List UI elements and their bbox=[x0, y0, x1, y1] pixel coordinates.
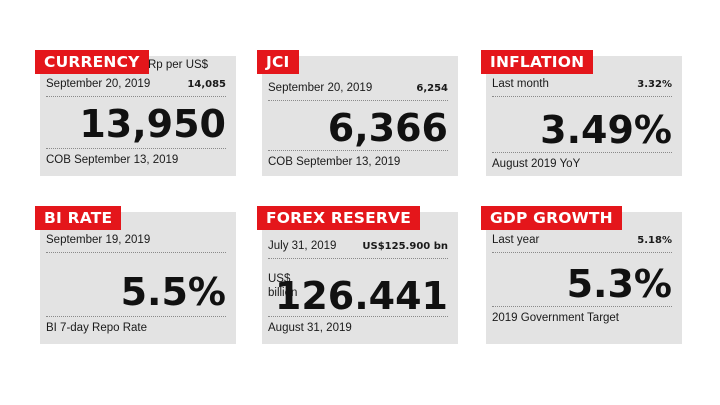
footer-label: August 31, 2019 bbox=[268, 322, 352, 334]
date-label: September 20, 2019 bbox=[46, 78, 151, 90]
footer-label: COB September 13, 2019 bbox=[46, 154, 179, 166]
card-title: JCI bbox=[257, 50, 299, 74]
divider bbox=[268, 316, 448, 317]
date-label: July 31, 2019 bbox=[268, 240, 337, 252]
previous-row: Last month 3.32% bbox=[492, 78, 672, 97]
main-value: 5.5% bbox=[120, 270, 226, 314]
inflation-card: INFLATION Last month 3.32% 3.49% August … bbox=[481, 50, 682, 176]
divider bbox=[492, 152, 672, 153]
main-value: 126.441 bbox=[274, 274, 448, 318]
previous-value: 3.32% bbox=[637, 79, 672, 90]
previous-row: September 20, 2019 14,085 bbox=[46, 78, 226, 97]
currency-card: CURRENCY Rp per US$ September 20, 2019 1… bbox=[35, 50, 236, 176]
date-label: September 19, 2019 bbox=[46, 234, 151, 246]
divider bbox=[46, 148, 226, 149]
previous-value: US$125.900 bn bbox=[362, 241, 448, 252]
previous-value: 6,254 bbox=[416, 83, 448, 94]
divider bbox=[268, 150, 448, 151]
date-label: Last month bbox=[492, 78, 549, 90]
jci-card: JCI September 20, 2019 6,254 6,366 COB S… bbox=[257, 50, 458, 176]
previous-value: 5.18% bbox=[637, 235, 672, 246]
footer-label: August 2019 YoY bbox=[492, 158, 581, 170]
card-title: GDP GROWTH bbox=[481, 206, 622, 230]
date-label: September 20, 2019 bbox=[268, 82, 373, 94]
main-value: 6,366 bbox=[327, 106, 448, 150]
footer-label: BI 7-day Repo Rate bbox=[46, 322, 148, 334]
forex-reserve-card: FOREX RESERVE July 31, 2019 US$125.900 b… bbox=[257, 206, 458, 344]
divider bbox=[46, 316, 226, 317]
date-label: Last year bbox=[492, 234, 540, 246]
footer-label: COB September 13, 2019 bbox=[268, 156, 401, 168]
card-title: FOREX RESERVE bbox=[257, 206, 421, 230]
previous-row: July 31, 2019 US$125.900 bn bbox=[268, 240, 448, 259]
card-title: CURRENCY bbox=[35, 50, 149, 74]
footer-label: 2019 Government Target bbox=[492, 312, 620, 324]
date-row: September 19, 2019 bbox=[46, 234, 226, 253]
previous-value: 14,085 bbox=[187, 79, 226, 90]
bi-rate-card: BI RATE September 19, 2019 5.5% BI 7-day… bbox=[35, 206, 236, 344]
unit-label: US$ billion bbox=[268, 273, 298, 299]
unit-label: Rp per US$ bbox=[148, 59, 209, 71]
gdp-growth-card: GDP GROWTH Last year 5.18% 5.3% 2019 Gov… bbox=[481, 206, 682, 344]
main-value: 3.49% bbox=[540, 108, 672, 152]
previous-row: September 20, 2019 6,254 bbox=[268, 82, 448, 101]
card-title: BI RATE bbox=[35, 206, 122, 230]
main-value: 5.3% bbox=[566, 262, 672, 306]
previous-row: Last year 5.18% bbox=[492, 234, 672, 253]
main-value: 13,950 bbox=[79, 102, 226, 146]
card-title: INFLATION bbox=[481, 50, 594, 74]
divider bbox=[492, 306, 672, 307]
